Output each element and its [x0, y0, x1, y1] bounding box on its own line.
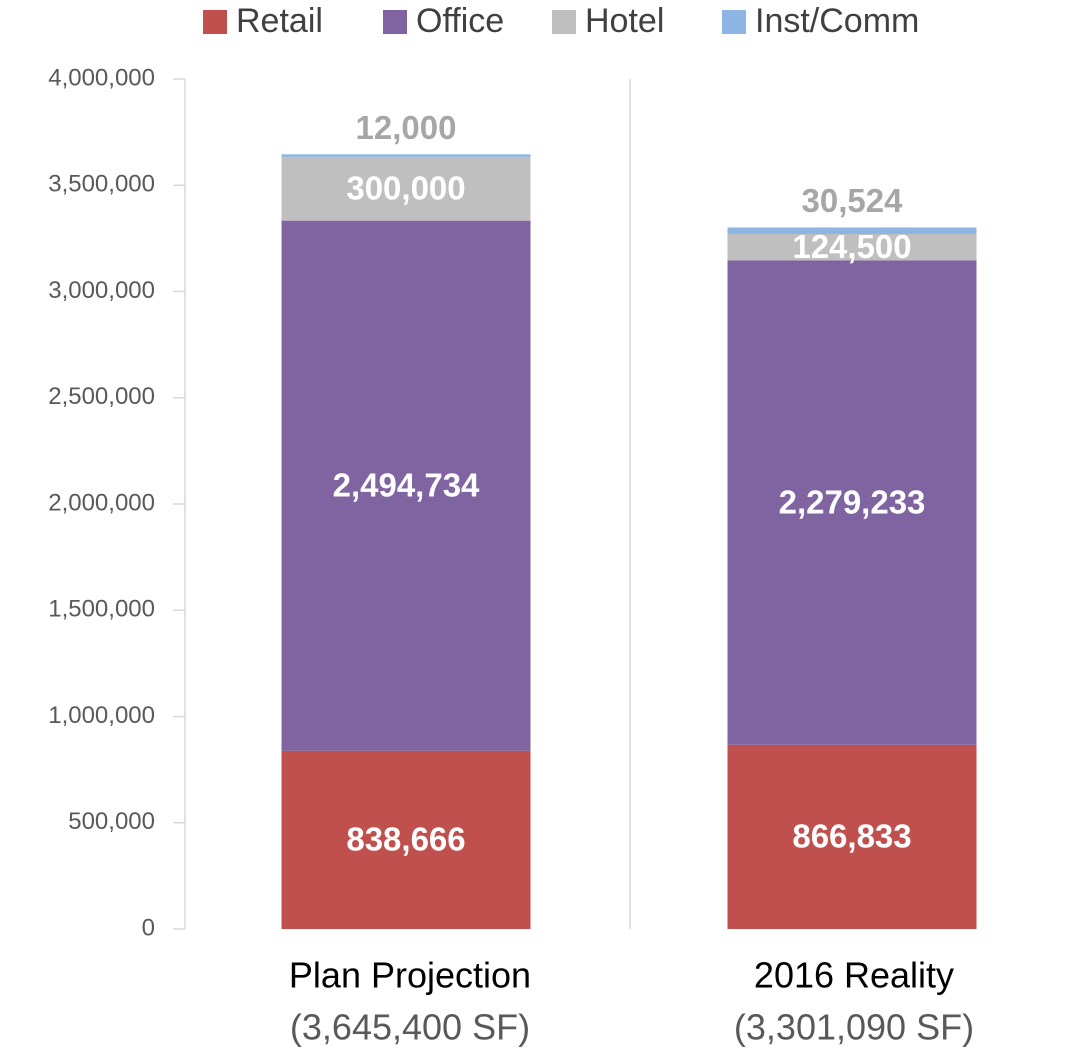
legend-swatch	[383, 10, 407, 34]
legend-label: Inst/Comm	[755, 2, 919, 40]
legend-swatch	[552, 10, 576, 34]
x-tick-sublabel: (3,645,400 SF)	[290, 1007, 530, 1048]
x-tick-sublabel: (3,301,090 SF)	[734, 1007, 974, 1048]
y-tick-label: 3,000,000	[48, 277, 155, 304]
value-label: 838,666	[346, 821, 465, 858]
bar-segment	[727, 260, 977, 745]
value-label: 2,279,233	[779, 483, 926, 520]
bar-segment	[727, 744, 977, 929]
y-tick-label: 1,500,000	[48, 596, 155, 623]
value-label: 30,524	[802, 182, 904, 219]
bar-segment	[281, 220, 531, 751]
legend-label: Retail	[236, 2, 323, 40]
y-tick-label: 3,500,000	[48, 171, 155, 198]
value-label: 124,500	[792, 228, 911, 265]
x-tick-label: 2016 Reality	[754, 955, 954, 996]
legend-swatch	[203, 10, 227, 34]
bar-segment	[727, 234, 977, 261]
y-tick-label: 1,000,000	[48, 702, 155, 729]
legend-swatch	[722, 10, 746, 34]
bar-segment	[281, 154, 531, 157]
value-label: 2,494,734	[333, 466, 480, 503]
bar-segment	[281, 156, 531, 221]
legend-label: Office	[416, 2, 504, 40]
y-tick-label: 500,000	[68, 808, 155, 835]
value-label: 866,833	[792, 818, 911, 855]
y-tick-label: 2,000,000	[48, 489, 155, 516]
x-tick-label: Plan Projection	[289, 955, 531, 996]
bar-segment	[727, 227, 977, 235]
legend-label: Hotel	[585, 2, 664, 40]
value-label: 300,000	[346, 169, 465, 206]
y-tick-label: 0	[142, 914, 155, 941]
bar-segment	[281, 750, 531, 929]
value-label: 12,000	[356, 109, 457, 146]
y-tick-label: 2,500,000	[48, 383, 155, 410]
y-tick-label: 4,000,000	[48, 64, 155, 91]
